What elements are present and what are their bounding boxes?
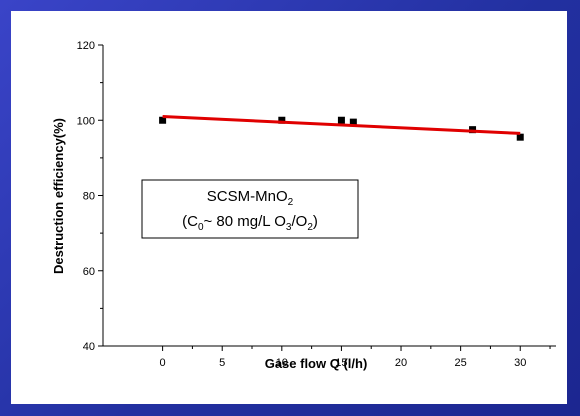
x-tick-label: 15 <box>335 357 347 369</box>
annotation-line-2: (C0~ 80 mg/L O3/O2) <box>182 213 318 233</box>
x-tick-label: 20 <box>395 357 407 369</box>
y-tick-label: 120 <box>77 40 95 52</box>
annotation-line-1: SCSM-MnO2 <box>207 188 294 208</box>
y-tick-label: 80 <box>83 191 95 203</box>
y-tick-label: 60 <box>83 266 95 278</box>
x-tick-label: 30 <box>514 357 526 369</box>
data-point <box>278 116 286 124</box>
x-axis-label: Gase flow Q (l/h) <box>265 356 368 371</box>
x-tick-label: 0 <box>160 357 166 369</box>
y-tick-label: 100 <box>77 115 95 127</box>
x-tick-label: 10 <box>276 357 288 369</box>
data-marks <box>159 114 524 141</box>
data-point <box>349 118 357 126</box>
annotation-box: SCSM-MnO2 (C0~ 80 mg/L O3/O2) <box>141 179 359 239</box>
data-point <box>516 133 524 141</box>
data-point <box>337 116 345 124</box>
data-point <box>469 126 477 134</box>
annotation-border <box>141 179 359 239</box>
y-tick-label: 40 <box>83 341 95 353</box>
x-tick-label: 5 <box>219 357 225 369</box>
x-tick-label: 25 <box>455 357 467 369</box>
axes: 40 60 80 100 120 0 5 10 15 20 25 30 <box>77 40 556 369</box>
y-axis-label: Destruction efficiency(%) <box>51 118 66 274</box>
trend-line <box>162 114 521 135</box>
data-point <box>159 116 167 124</box>
